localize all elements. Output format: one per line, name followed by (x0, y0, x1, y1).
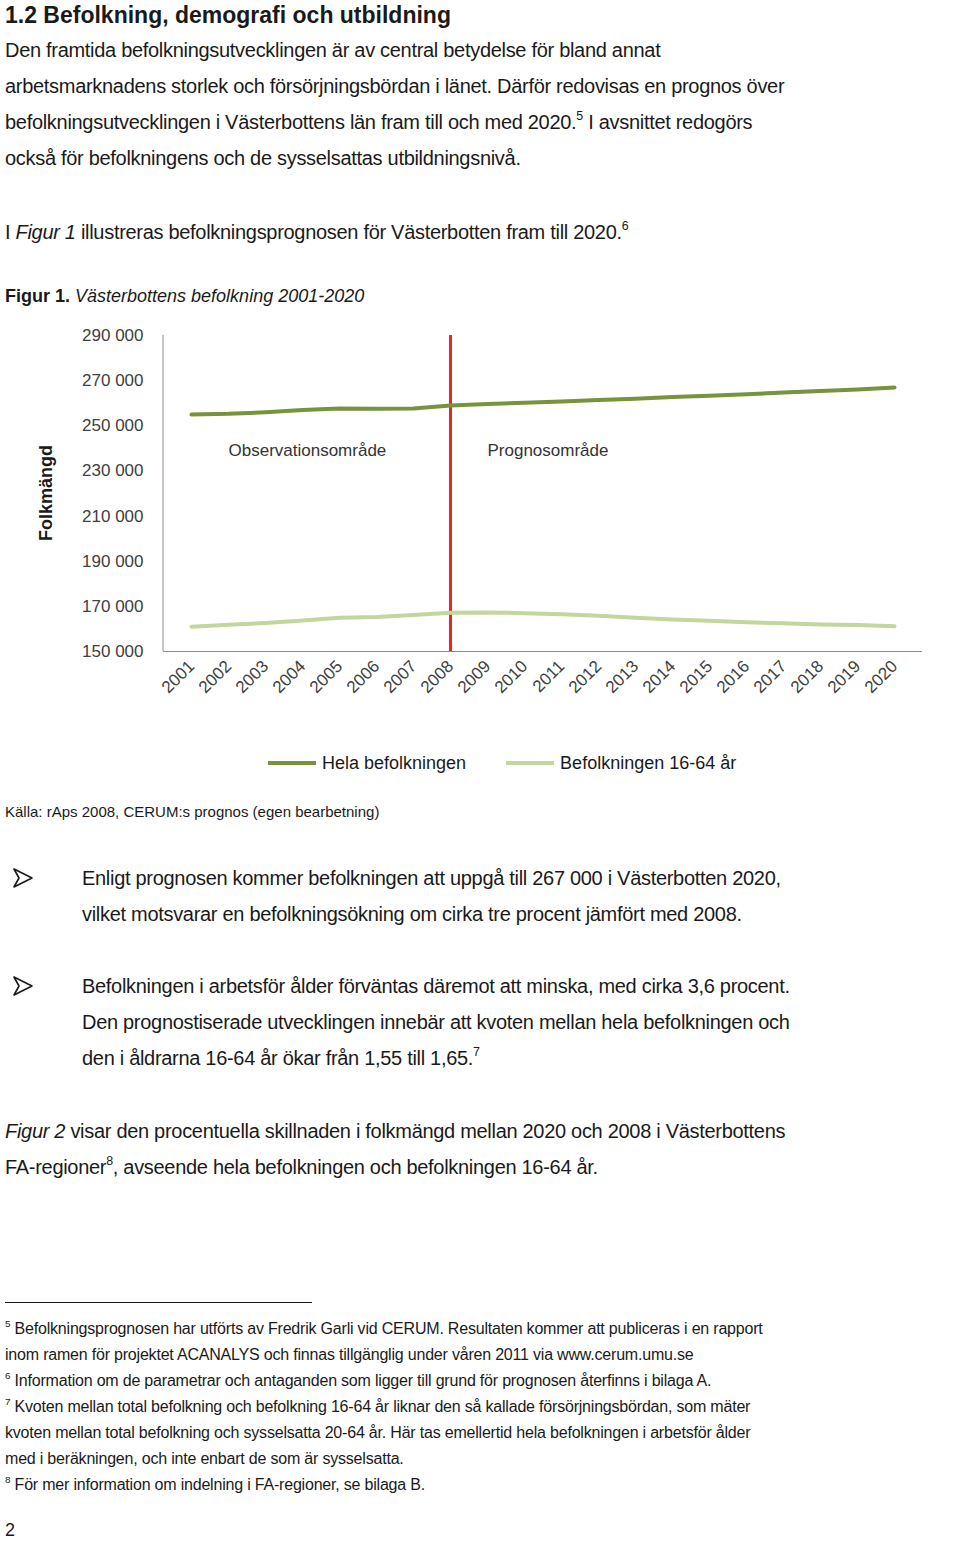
svg-text:2010: 2010 (491, 657, 531, 697)
html-text:Källa: rAps 2008, CERUM:s prog: Källa: rAps 2008, CERUM:s prognos (egen … (5, 803, 380, 820)
svg-text:2003: 2003 (232, 657, 272, 697)
html-text:med i beräkningen, och inte en: med i beräkningen, och inte enbart de so… (5, 1450, 404, 1467)
html-text:FA-regioner8, avseende hela be: FA-regioner8, avseende hela befolkningen… (5, 1153, 598, 1178)
svg-text:2011: 2011 (529, 657, 568, 696)
svg-text:2015: 2015 (676, 657, 716, 697)
svg-text:2006: 2006 (343, 657, 383, 697)
svg-text:2020: 2020 (861, 657, 901, 697)
svg-text:2004: 2004 (269, 657, 309, 697)
svg-text:Folkmängd: Folkmängd (36, 445, 56, 541)
html-text:Figur 1. Västerbottens befolkn: Figur 1. Västerbottens befolkning 2001-2… (5, 286, 365, 306)
svg-text:210 000: 210 000 (82, 507, 143, 526)
svg-text:2009: 2009 (454, 657, 494, 697)
html-text:Figur 2 visar den procentuella: Figur 2 visar den procentuella skillnade… (5, 1120, 786, 1142)
svg-text:2017: 2017 (750, 657, 790, 697)
html-text:arbetsmarknadens storlek och f: arbetsmarknadens storlek och försörjning… (5, 75, 785, 97)
svg-text:2014: 2014 (639, 657, 679, 697)
html-text:1.2 Befolkning, demografi och: 1.2 Befolkning, demografi och utbildning (5, 2, 451, 28)
svg-text:2005: 2005 (306, 657, 346, 697)
html-text:Befolkningen i arbetsför ålder: Befolkningen i arbetsför ålder förväntas… (82, 975, 790, 997)
svg-text:2001: 2001 (158, 657, 198, 697)
html-text:Enligt prognosen kommer befolk: Enligt prognosen kommer befolkningen att… (82, 867, 781, 889)
html-text:kvoten mellan total befolkning: kvoten mellan total befolkning och sysse… (5, 1424, 751, 1441)
svg-text:150 000: 150 000 (82, 642, 143, 661)
html-text:den i åldrarna 16-64 år ökar f: den i åldrarna 16-64 år ökar från 1,55 t… (82, 1044, 480, 1069)
html-text:2: 2 (5, 1520, 15, 1540)
svg-text:Prognosområde: Prognosområde (488, 441, 609, 460)
svg-text:2012: 2012 (565, 657, 605, 697)
html-text:inom ramen för projektet ACANA: inom ramen för projektet ACANALYS och fi… (5, 1346, 694, 1363)
svg-text:250 000: 250 000 (82, 416, 143, 435)
html-text:Befolkningen 16-64 år: Befolkningen 16-64 år (560, 753, 737, 773)
svg-text:2013: 2013 (602, 657, 642, 697)
html-text:5Befolkningsprognosen har utfö: 5Befolkningsprognosen har utförts av Fre… (5, 1317, 763, 1337)
svg-text:190 000: 190 000 (82, 552, 143, 571)
html-text:också för befolkningens och de: också för befolkningens och de sysselsat… (5, 147, 521, 169)
html-text:Den framtida befolkningsutveck: Den framtida befolkningsutvecklingen är … (5, 39, 661, 61)
svg-text:2018: 2018 (787, 657, 827, 697)
html-text:Hela befolkningen: Hela befolkningen (322, 753, 467, 773)
svg-text:2002: 2002 (195, 657, 235, 697)
html-text:befolkningsutvecklingen i Väst: befolkningsutvecklingen i Västerbottens … (5, 108, 753, 133)
svg-text:170 000: 170 000 (82, 597, 143, 616)
html-text:6Information om de parametrar: 6Information om de parametrar och antaga… (5, 1369, 712, 1389)
html-text:vilket motsvarar en befolkning: vilket motsvarar en befolkningsökning om… (82, 903, 742, 925)
html-text:8För mer information om indeln: 8För mer information om indelning i FA-r… (5, 1473, 425, 1493)
html-text:7Kvoten mellan total befolknin: 7Kvoten mellan total befolkning och befo… (5, 1395, 751, 1415)
svg-text:Observationsområde: Observationsområde (229, 441, 387, 460)
html-text:I Figur 1 illustreras befolkni: I Figur 1 illustreras befolkningsprognos… (5, 218, 629, 243)
svg-text:2019: 2019 (824, 657, 864, 697)
svg-text:270 000: 270 000 (82, 371, 143, 390)
svg-text:2008: 2008 (417, 657, 457, 697)
svg-text:230 000: 230 000 (82, 461, 143, 480)
svg-text:290 000: 290 000 (82, 326, 143, 345)
svg-text:2016: 2016 (713, 657, 753, 697)
html-text:Den prognostiserade utveckling: Den prognostiserade utvecklingen innebär… (82, 1011, 790, 1033)
svg-text:2007: 2007 (380, 657, 420, 697)
